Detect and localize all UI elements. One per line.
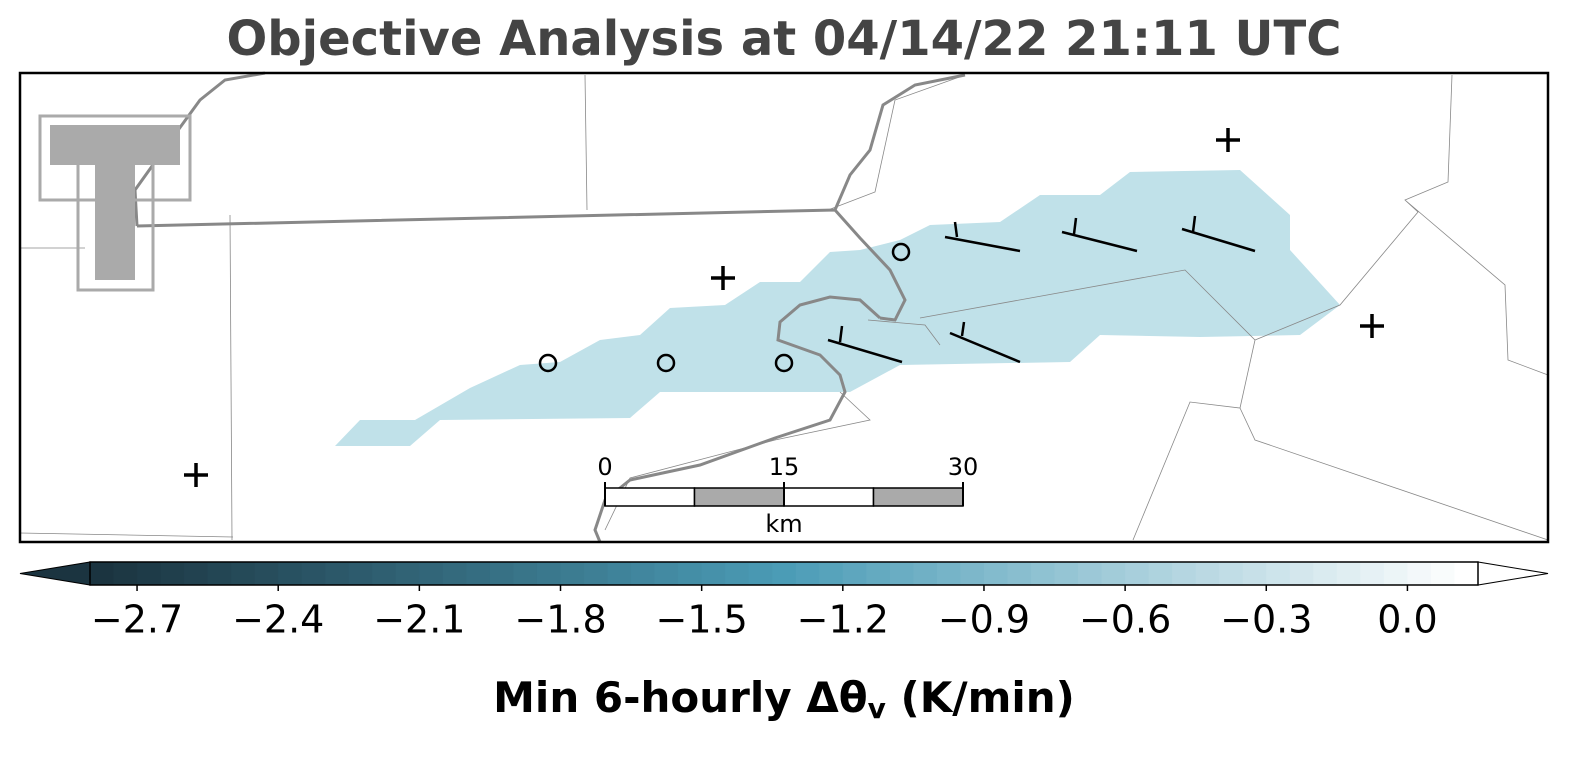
colorbar-segment [584, 562, 609, 585]
colorbar-segment [231, 562, 256, 585]
calm-circles [538, 242, 911, 373]
plus-markers [184, 128, 1384, 487]
colorbar-segment [1242, 562, 1267, 585]
colorbar-segment [1407, 562, 1432, 585]
colorbar-tick-label: −1.8 [514, 598, 606, 642]
colorbar-segment [90, 562, 115, 585]
colorbar-segment [1125, 562, 1150, 585]
colorbar-segment [819, 562, 844, 585]
colorbar-segment [1101, 562, 1126, 585]
major-roads [133, 71, 966, 543]
colorbar-segment [772, 562, 797, 585]
colorbar-segment [1007, 562, 1032, 585]
colorbar-segment [560, 562, 585, 585]
wind-barbs [827, 215, 1256, 364]
scalebar-tick-label: 30 [948, 453, 979, 481]
colorbar-segment [1031, 562, 1056, 585]
colorbar-segment [1219, 562, 1244, 585]
colorbar-tick-label: −2.7 [91, 598, 183, 642]
colorbar-segment [701, 562, 726, 585]
colorbar-tick-label: −1.2 [797, 598, 889, 642]
colorbar-segment [607, 562, 632, 585]
colorbar-segment [631, 562, 656, 585]
colorbar-segment [1289, 562, 1314, 585]
colorbar-segment [960, 562, 985, 585]
colorbar-segment [489, 562, 514, 585]
scalebar-tick-label: 15 [769, 453, 800, 481]
label-main: Min 6-hourly Δθ [493, 673, 868, 722]
colorbar-segment [983, 562, 1008, 585]
colorbar-segment [1383, 562, 1408, 585]
colorbar-segment [889, 562, 914, 585]
colorbar-segment [207, 562, 232, 585]
colorbar-segment [466, 562, 491, 585]
colorbar-segment [536, 562, 562, 585]
map: 0 15 30 km [18, 71, 1550, 544]
colorbar-label: Min 6-hourly Δθv (K/min) [493, 673, 1075, 726]
colorbar-segment [842, 562, 867, 585]
colorbar-segment [678, 562, 703, 585]
scalebar-segment [604, 487, 696, 507]
colorbar-segment [1078, 562, 1103, 585]
colorbar-segment [1430, 562, 1455, 585]
colorbar-segment [113, 562, 138, 585]
colorbar-segment [442, 562, 467, 585]
scalebar-segment [783, 487, 875, 507]
logo [38, 114, 192, 292]
county-lines [19, 74, 1549, 541]
colorbar-segment [913, 562, 938, 585]
scalebar-tick-label: 0 [597, 453, 612, 481]
colorbar-tick-label: 0.0 [1377, 598, 1437, 642]
colorbar-segment [725, 562, 750, 585]
map-frame [18, 71, 1550, 544]
colorbar-tick-label: −0.6 [1079, 598, 1171, 642]
scalebar-segment [693, 487, 785, 507]
colorbar-segment [1195, 562, 1220, 585]
label-sub: v [868, 692, 886, 725]
colorbar-segment [1148, 562, 1173, 585]
colorbar-segment [1454, 562, 1479, 585]
colorbar-segment [325, 562, 350, 585]
colorbar-tick-label: −1.5 [656, 598, 748, 642]
colorbar-segment [372, 562, 397, 585]
scalebar-segment [872, 487, 964, 507]
colorbar-segment [1336, 562, 1361, 585]
colorbar-segment [1172, 562, 1197, 585]
colorbar-segment [419, 562, 444, 585]
colorbar-segment [654, 562, 679, 585]
colorbar-segment [748, 562, 773, 585]
colorbar-segment [795, 562, 820, 585]
colorbar-segment [137, 562, 162, 585]
colorbar-segment [1360, 562, 1385, 585]
colorbar-segment [1313, 562, 1338, 585]
colorbar-segment [1054, 562, 1079, 585]
colorbar-segment [395, 562, 420, 585]
colorbar-segment [1266, 562, 1291, 585]
label-units: (K/min) [886, 673, 1075, 722]
scalebar-unit: km [765, 510, 802, 538]
colorbar-segment [254, 562, 279, 585]
colorbar-extend-low [19, 561, 91, 586]
colorbar-segment [160, 562, 185, 585]
colorbar-segment [936, 562, 961, 585]
colorbar-segment [278, 562, 303, 585]
colorbar-extend-high [1477, 561, 1549, 586]
title: Objective Analysis at 04/14/22 21:11 UTC [227, 11, 1342, 67]
colorbar-frame [89, 561, 1479, 586]
colorbar-segment [513, 562, 538, 585]
colorbar: −2.7 −2.4 −2.1 −1.8 −1.5 −1.2 −0.9 −0.6 −0.3 0.0 [19, 561, 1549, 642]
scalebar: 0 15 30 km [597, 453, 978, 538]
colorbar-segment [866, 562, 891, 585]
colorbar-segment [348, 562, 373, 585]
colorbar-tick-label: −2.4 [232, 598, 324, 642]
colorbar-tick-label: −0.9 [938, 598, 1030, 642]
colorbar-tick-label: −2.1 [373, 598, 465, 642]
colorbar-segment [301, 562, 326, 585]
colorbar-tick-label: −0.3 [1220, 598, 1312, 642]
colorbar-segment [184, 562, 209, 585]
